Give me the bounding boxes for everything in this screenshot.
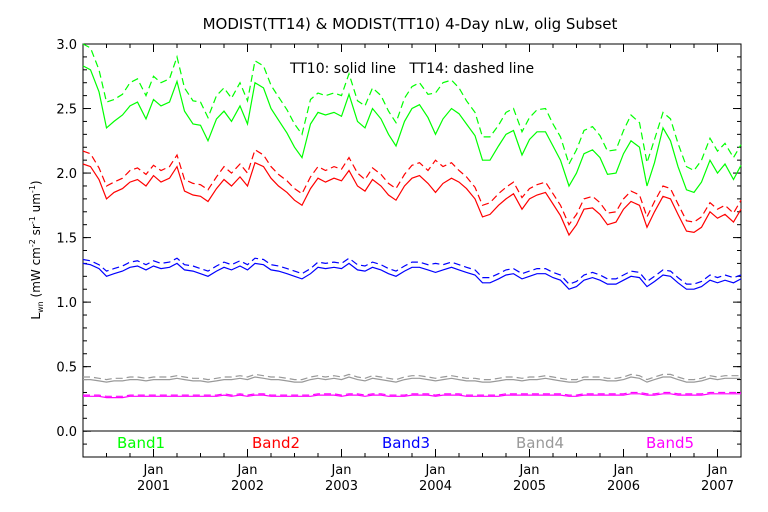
band2-tt14-dashed-line [82,148,742,226]
band4-tt14-dashed-line [83,373,741,381]
x-tick-month: Jan [142,463,163,478]
band5-tt10-solid-line [83,393,741,399]
y-tick-label: 1.0 [56,296,77,311]
series-lines [82,43,742,399]
band3-tt14-dashed-line [82,257,742,285]
y-tick-label: 3.0 [56,38,77,53]
x-tick-month: Jan [612,463,633,478]
x-tick-year: 2007 [701,479,734,494]
y-axis: 0.0 0.5 1.0 1.5 2.0 2.5 3.0 [56,38,741,458]
x-tick-year: 2005 [513,479,546,494]
band-label-4: Band4 [516,434,564,452]
band1-tt14-dashed-line [82,43,742,172]
band5-tt14-dashed-line [83,391,741,397]
y-tick-label: 0.5 [56,361,77,376]
x-tick-year: 2006 [607,479,640,494]
x-tick-month: Jan [236,463,257,478]
x-tick-month: Jan [424,463,445,478]
band2-tt10-solid-line [82,161,742,237]
x-axis: Jan2001Jan2002Jan2003Jan2004Jan2005Jan20… [106,44,734,494]
band-label-2: Band2 [252,434,300,452]
band-labels: Band1 Band2 Band3 Band4 Band5 [117,434,694,452]
band-label-5: Band5 [646,434,694,452]
chart-title: MODIST(TT14) & MODIST(TT10) 4-Day nLw, o… [203,15,618,33]
x-tick-month: Jan [706,463,727,478]
band-label-3: Band3 [382,434,430,452]
band4-tt10-solid-line [83,376,741,383]
y-tick-label: 2.5 [56,103,77,118]
y-tick-label: 2.0 [56,167,77,182]
y-axis-label: Lwn (mW cm-2 sr-1 um-1) [28,180,45,319]
x-tick-year: 2002 [231,479,264,494]
x-tick-month: Jan [518,463,539,478]
x-tick-year: 2004 [419,479,452,494]
line-style-annotation: TT10: solid line TT14: dashed line [289,61,534,77]
y-tick-label: 0.0 [56,425,77,440]
y-tick-label: 1.5 [56,232,77,247]
x-tick-year: 2003 [325,479,358,494]
band-label-1: Band1 [117,434,165,452]
x-tick-month: Jan [330,463,351,478]
x-tick-year: 2001 [137,479,170,494]
band3-tt10-solid-line [82,262,742,290]
band1-tt10-solid-line [82,65,742,194]
